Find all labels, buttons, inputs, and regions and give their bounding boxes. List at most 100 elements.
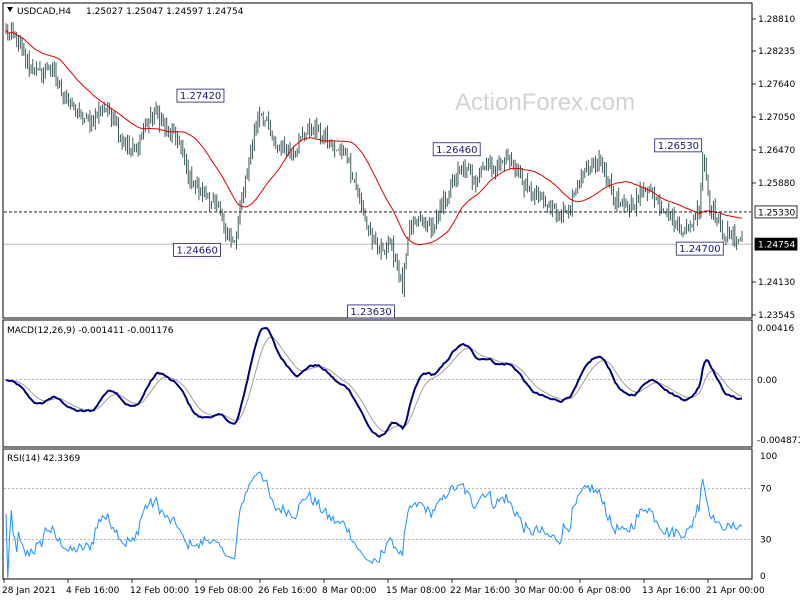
price-candle	[405, 253, 407, 270]
price-candle	[296, 148, 298, 158]
price-candle	[453, 175, 455, 187]
price-candle	[25, 48, 27, 69]
price-candle	[720, 213, 722, 233]
price-candle	[686, 218, 688, 234]
price-candle	[548, 200, 550, 208]
price-candle	[391, 239, 393, 251]
price-candle	[627, 200, 629, 212]
price-candle	[64, 91, 66, 105]
price-candle	[346, 148, 348, 164]
price-candle	[616, 191, 618, 212]
price-candle	[427, 220, 429, 233]
price-candle	[455, 172, 457, 188]
price-candle	[553, 203, 555, 210]
price-candle	[620, 201, 621, 207]
price-candle	[677, 216, 679, 232]
rsi-tick-label: 30	[760, 536, 772, 546]
time-tick-label: 22 Mar 16:00	[450, 586, 510, 596]
price-candle	[371, 227, 373, 250]
price-candle	[645, 187, 646, 193]
ohlc-values: 1.25027 1.25047 1.24597 1.24754	[86, 7, 244, 17]
price-candle	[336, 149, 337, 152]
price-candle	[668, 202, 670, 222]
price-candle	[714, 198, 716, 224]
price-candle	[71, 97, 73, 107]
price-candle	[23, 43, 25, 56]
price-candle	[421, 214, 423, 227]
price-candle	[53, 60, 55, 77]
price-candle	[169, 127, 171, 142]
price-candle	[100, 105, 102, 117]
price-candle	[457, 161, 459, 187]
price-candle	[412, 216, 414, 235]
price-candle	[109, 102, 111, 115]
price-annotation: 1.23630	[347, 304, 395, 319]
price-tick-label: 1.25880	[758, 179, 795, 189]
price-candle	[378, 245, 380, 254]
price-candle	[425, 216, 427, 232]
price-candle	[178, 135, 180, 146]
price-candle	[600, 154, 602, 167]
price-candle	[464, 159, 466, 179]
price-candle	[321, 135, 323, 144]
price-candle	[191, 166, 193, 190]
price-candle	[278, 144, 280, 152]
price-candle	[389, 237, 391, 245]
price-candle	[227, 227, 228, 241]
price-candle	[200, 187, 202, 197]
price-candle	[141, 132, 143, 140]
price-candle	[505, 149, 507, 165]
macd-line	[5, 327, 743, 438]
price-candle	[203, 186, 205, 198]
rsi-header: RSI(14) 42.3369	[7, 454, 80, 464]
price-candle	[557, 209, 559, 222]
price-candle	[430, 217, 432, 239]
price-candle	[634, 204, 636, 211]
price-candle	[273, 135, 275, 147]
price-candle	[244, 175, 246, 198]
price-candle	[737, 239, 739, 244]
price-candle	[277, 144, 278, 154]
price-candle	[400, 274, 402, 282]
price-candle	[684, 226, 686, 235]
price-candle	[259, 106, 261, 128]
price-candle	[66, 89, 68, 104]
price-candle	[78, 102, 80, 118]
price-candle	[60, 78, 62, 97]
price-candle	[302, 126, 303, 139]
price-candle	[712, 200, 714, 221]
collapse-triangle-icon[interactable]	[7, 7, 13, 12]
price-candle	[741, 230, 743, 242]
price-candle	[623, 194, 625, 214]
price-candle	[614, 197, 616, 210]
price-candle	[496, 159, 498, 176]
time-tick-label: 12 Feb 00:00	[130, 586, 189, 596]
price-candle	[193, 180, 195, 188]
price-candle	[269, 119, 271, 137]
price-candle	[582, 170, 584, 184]
price-candle	[489, 155, 491, 170]
price-candle	[452, 173, 454, 189]
price-candle	[725, 236, 727, 246]
price-candle	[707, 174, 709, 197]
price-candle	[655, 196, 657, 201]
price-candle	[470, 163, 471, 175]
price-candle	[110, 107, 112, 127]
price-candle	[446, 198, 448, 207]
price-candle	[545, 195, 546, 207]
price-candle	[205, 185, 207, 201]
price-candle	[695, 212, 697, 221]
price-candle	[705, 157, 707, 181]
price-candle	[94, 108, 96, 130]
price-candle	[127, 134, 128, 155]
price-candle	[419, 212, 421, 222]
price-candle	[332, 141, 334, 152]
price-candle	[564, 205, 566, 212]
price-candle	[234, 239, 236, 243]
price-candle	[693, 214, 695, 232]
price-candle	[246, 168, 248, 180]
macd-panel	[2, 319, 753, 448]
price-candle	[437, 210, 439, 225]
price-candle	[486, 157, 487, 171]
macd-header: MACD(12,26,9) -0.001411 -0.001176	[7, 326, 174, 336]
